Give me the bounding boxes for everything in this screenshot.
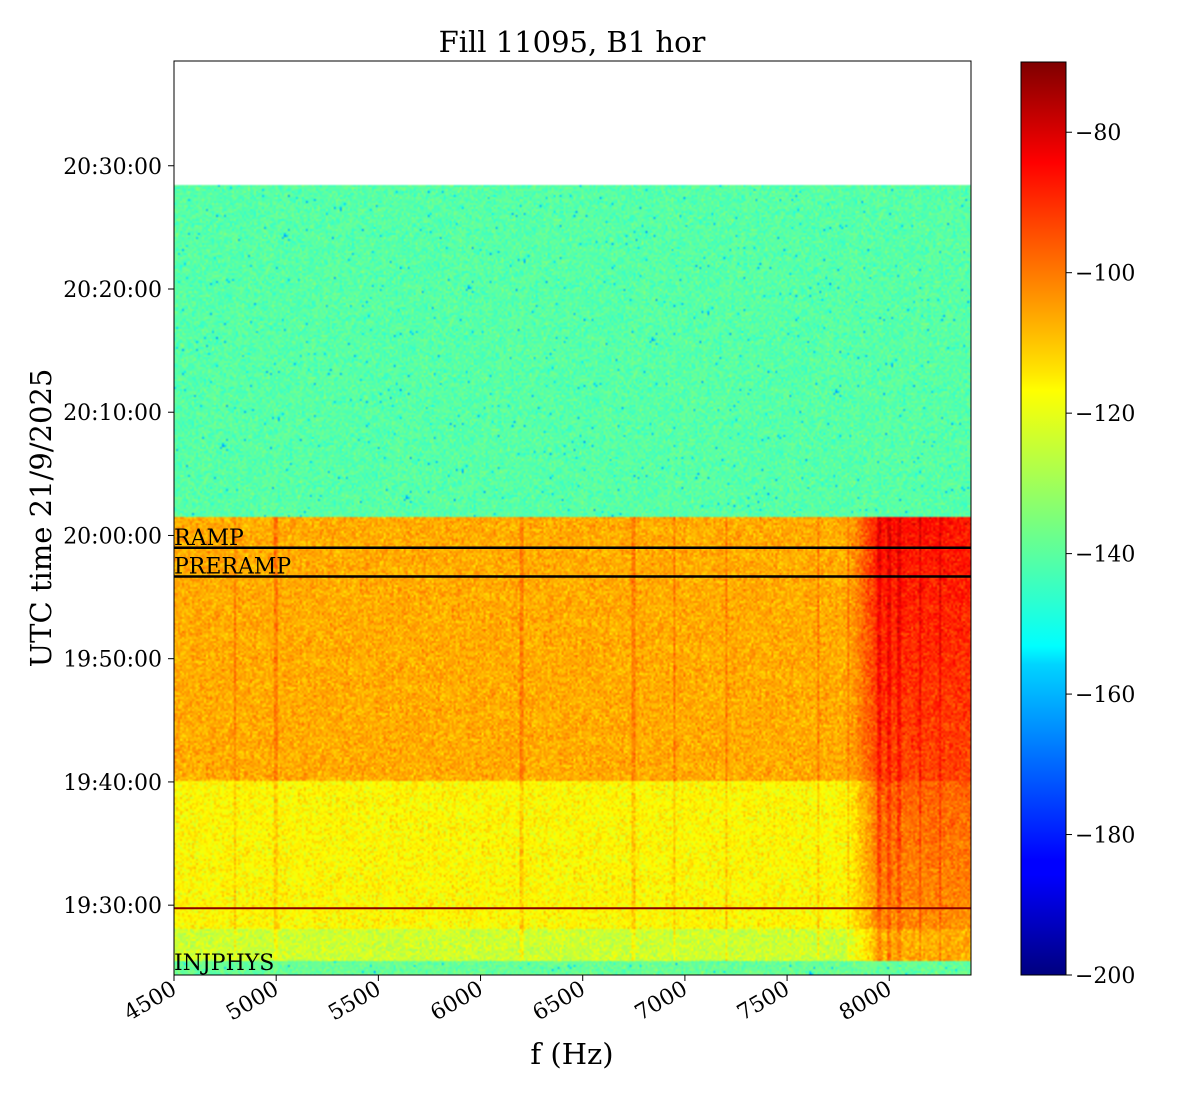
marker-label-injphys: INJPHYS xyxy=(174,951,274,976)
plot-frame xyxy=(173,60,972,976)
y-tick-label: 19:40:00 xyxy=(63,771,162,796)
colorbar-tick-label: −180 xyxy=(1075,824,1135,849)
y-tick-label: 20:10:00 xyxy=(63,401,162,426)
y-tick-label: 19:50:00 xyxy=(63,648,162,673)
y-tick-label: 20:30:00 xyxy=(63,155,162,180)
y-tick-label: 20:00:00 xyxy=(63,524,162,549)
marker-label-ramp: RAMP xyxy=(174,526,244,551)
colorbar-tick-label: −140 xyxy=(1075,543,1135,568)
chart-title: Fill 11095, B1 hor xyxy=(439,25,706,59)
x-tick-label: 8000 xyxy=(835,977,896,1027)
spectrogram-heatmap xyxy=(174,61,971,975)
marker-label-preramp: PRERAMP xyxy=(174,555,291,580)
y-axis-label: UTC time 21/9/2025 xyxy=(24,369,58,668)
x-tick-label: 6000 xyxy=(427,977,488,1027)
x-axis-label: f (Hz) xyxy=(530,1037,613,1071)
colorbar-tick-label: −100 xyxy=(1075,262,1135,287)
colorbar-tick-label: −80 xyxy=(1075,121,1121,146)
x-tick-label: 5500 xyxy=(324,977,385,1027)
y-tick-label: 20:20:00 xyxy=(63,278,162,303)
x-tick-label: 6500 xyxy=(529,977,590,1027)
colorbar-tick-label: −200 xyxy=(1075,964,1135,989)
y-tick-label: 19:30:00 xyxy=(63,894,162,919)
colorbar xyxy=(1020,61,1067,976)
x-tick-label: 7500 xyxy=(733,977,794,1027)
x-tick-label: 7000 xyxy=(631,977,692,1027)
colorbar-tick-label: −120 xyxy=(1075,402,1135,427)
x-tick-label: 5000 xyxy=(222,977,283,1027)
colorbar-tick-label: −160 xyxy=(1075,683,1135,708)
x-tick-label: 4500 xyxy=(120,977,181,1027)
